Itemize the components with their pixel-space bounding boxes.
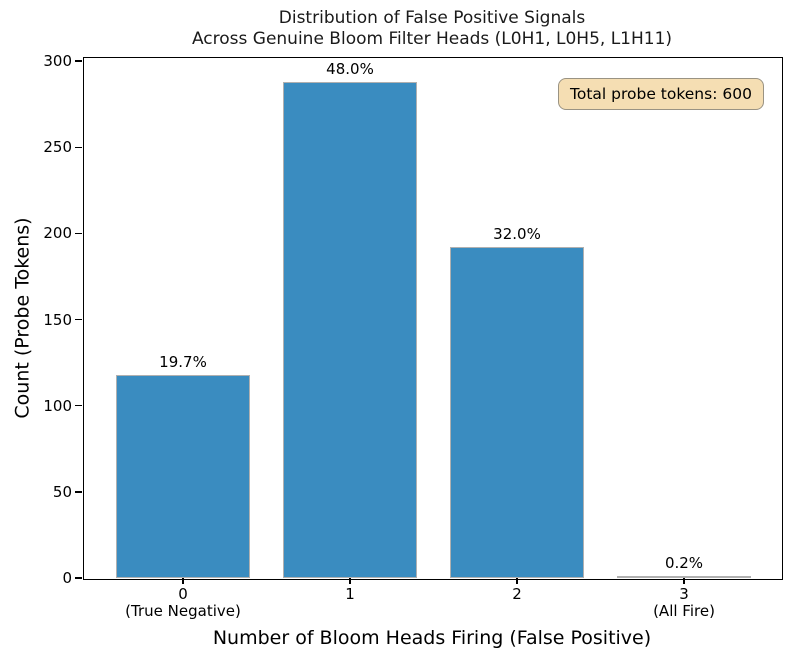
x-tick [349, 578, 351, 584]
bar-value-label: 19.7% [159, 352, 207, 371]
y-tick-label: 200 [43, 224, 72, 243]
x-tick-label: 0 (True Negative) [73, 586, 293, 619]
y-tick [75, 232, 82, 235]
x-tick-label: 2 [512, 585, 522, 603]
bar-value-label: 0.2% [664, 554, 704, 572]
x-tick [516, 578, 518, 584]
x-axis-label: Number of Bloom Heads Firing (False Posi… [212, 627, 652, 649]
bar [450, 247, 584, 578]
bar [116, 374, 250, 578]
y-tick-label: 150 [43, 310, 72, 329]
annotation-box: Total probe tokens: 600 [558, 78, 764, 110]
chart-title-line-2: Across Genuine Bloom Filter Heads (L0H1,… [191, 29, 673, 49]
bar-value-label: 32.0% [493, 225, 541, 244]
y-tick [75, 577, 82, 579]
bar-value-label: 48.0% [326, 59, 374, 78]
y-tick-label: 250 [43, 138, 72, 157]
x-tick-sublabel: (All Fire) [653, 601, 715, 620]
y-tick [75, 404, 82, 407]
y-tick [75, 146, 82, 149]
y-tick [75, 491, 82, 493]
chart-title-line-1: Distribution of False Positive Signals [278, 8, 586, 28]
bar [283, 81, 417, 578]
bar [617, 576, 751, 578]
y-tick-label: 0 [62, 569, 72, 587]
y-tick-label: 300 [43, 52, 72, 71]
x-tick-label: 1 [345, 585, 355, 603]
x-tick-label: 3 (All Fire) [574, 586, 792, 619]
y-tick [75, 60, 82, 62]
x-tick [182, 578, 184, 584]
x-tick [683, 578, 685, 584]
x-tick-sublabel: (True Negative) [125, 601, 241, 620]
y-tick-label: 50 [52, 482, 72, 501]
y-tick-label: 100 [43, 396, 72, 415]
y-tick [75, 318, 82, 321]
